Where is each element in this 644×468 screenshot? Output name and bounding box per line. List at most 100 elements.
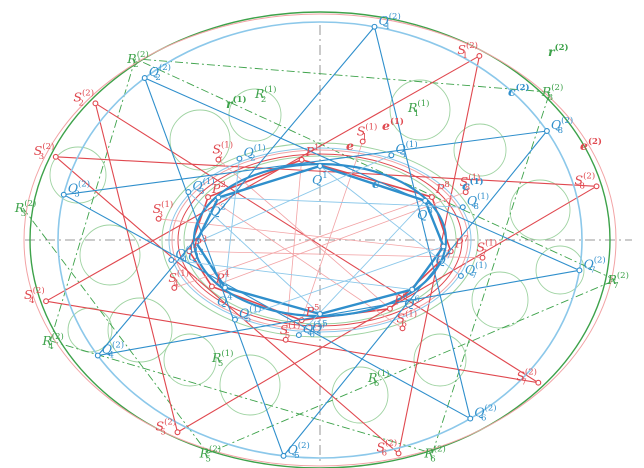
label-S2-3: S(2) 3 bbox=[34, 141, 55, 162]
point-S2-2 bbox=[92, 100, 99, 107]
outer-blue-ellipse-c2 bbox=[57, 21, 583, 459]
label-Q2-6: Q(2) 6 bbox=[474, 403, 496, 424]
green-circle-3 bbox=[107, 297, 173, 363]
point-Q2-1 bbox=[371, 23, 378, 30]
label-Q2-7: Q(2) 7 bbox=[583, 254, 605, 275]
label-Q7: Q7 bbox=[436, 251, 452, 267]
green-circle-6 bbox=[389, 79, 451, 141]
point-S1-2 bbox=[215, 156, 222, 163]
point-S2-3 bbox=[52, 153, 59, 160]
point-S1-8 bbox=[462, 189, 469, 196]
label-curve-r(2): r(2) bbox=[548, 42, 569, 59]
point-Q2-2 bbox=[141, 75, 148, 81]
point-Q2-8 bbox=[543, 128, 550, 134]
label-S1-4: S(1) 4 bbox=[168, 268, 189, 289]
point-Q1-1 bbox=[388, 152, 395, 159]
point-Q1-6 bbox=[295, 332, 302, 339]
S1-chord-4 bbox=[174, 196, 433, 289]
label-R2-4: R(2) 5 bbox=[199, 443, 221, 464]
S1-chord-1 bbox=[301, 141, 364, 321]
Q1-chord-8 bbox=[218, 197, 463, 208]
q2-star-edge-7 bbox=[144, 77, 580, 271]
outer-red-ellipse-e2 bbox=[23, 13, 617, 467]
Q1-chord-1 bbox=[195, 154, 392, 243]
label-Q2-8: Q(2) 8 bbox=[551, 115, 573, 136]
green-circle-10 bbox=[413, 333, 467, 387]
S1-chord-3 bbox=[158, 218, 451, 252]
point-S1-3 bbox=[155, 215, 162, 222]
point-Q2-7 bbox=[576, 267, 583, 274]
point-Q1-4 bbox=[168, 257, 175, 263]
point-S2-6 bbox=[395, 450, 402, 457]
outer-green-ellipse bbox=[29, 11, 611, 468]
green-circle-13 bbox=[163, 333, 217, 387]
q2-star-edge-5 bbox=[283, 130, 548, 457]
label-R1-2: R(1) 2 bbox=[254, 84, 276, 105]
point-Q1-3 bbox=[185, 189, 192, 195]
R2-dash-line-7 bbox=[135, 58, 550, 93]
point-S1-7 bbox=[479, 254, 486, 261]
point-Q2-3 bbox=[60, 191, 67, 198]
S1-chord-2 bbox=[218, 159, 391, 309]
label-R2-5: R(2) 6 bbox=[423, 443, 445, 464]
green-circle-15 bbox=[535, 245, 585, 295]
S2-star-edge-4 bbox=[45, 300, 539, 384]
green-circle-7 bbox=[453, 123, 507, 177]
label-S1-2: S(1) 2 bbox=[212, 140, 233, 161]
Q1-chord-5 bbox=[234, 246, 444, 321]
point-Q4 bbox=[222, 284, 228, 291]
label-Q2-3: Q(2) 3 bbox=[68, 179, 90, 200]
green-circle-12 bbox=[219, 354, 281, 416]
point-P8 bbox=[428, 194, 435, 201]
mid-red-ellipse bbox=[177, 153, 463, 327]
green-construction bbox=[22, 11, 616, 468]
label-S2-6: S(2) 6 bbox=[377, 437, 398, 458]
point-S2-4 bbox=[43, 298, 49, 305]
point-Q8 bbox=[422, 197, 429, 204]
label-R1-1: R(1) 1 bbox=[407, 98, 429, 119]
S2-star-edge-1 bbox=[45, 55, 480, 302]
point-S1-4 bbox=[171, 284, 178, 291]
S2-star-edge-7 bbox=[95, 102, 539, 384]
Q1-chord-7 bbox=[319, 165, 462, 277]
point-Q1-5 bbox=[232, 316, 238, 323]
label-Q1-1: Q(1) 1 bbox=[395, 139, 417, 160]
point-Q7 bbox=[440, 243, 447, 250]
label-curve-e(2): e(2) bbox=[580, 136, 602, 153]
Q1-chord-2 bbox=[224, 158, 240, 288]
point-P4 bbox=[208, 283, 215, 290]
Q1-chord-3 bbox=[188, 191, 321, 315]
green-circle-2 bbox=[79, 224, 141, 286]
green-circle-8 bbox=[509, 179, 571, 241]
q2-star-edge-4 bbox=[97, 269, 580, 357]
point-S2-8 bbox=[593, 183, 600, 190]
q2-star-edge-3 bbox=[63, 194, 471, 420]
label-Q2-4: Q(2) 4 bbox=[102, 340, 124, 361]
label-curve-c: c bbox=[372, 176, 380, 191]
point-S1-5 bbox=[282, 336, 289, 343]
label-P7: P7 bbox=[454, 234, 469, 250]
label-R2-2: R(2) 3 bbox=[14, 198, 36, 219]
point-P1 bbox=[298, 156, 305, 163]
R2-dash-line-2 bbox=[22, 207, 208, 454]
point-S1-6 bbox=[399, 325, 406, 332]
mid-red-ellipse-e1 bbox=[171, 149, 469, 331]
S2-star-edge-3 bbox=[55, 156, 399, 454]
R2-dash-line-3 bbox=[50, 340, 433, 454]
point-S1-1 bbox=[359, 138, 366, 145]
label-R1-3: R(1) 5 bbox=[211, 348, 233, 369]
point-Q2-5 bbox=[280, 452, 287, 459]
point-Q2-6 bbox=[467, 415, 474, 422]
blue-construction bbox=[57, 21, 583, 459]
Q1-chord-4 bbox=[171, 259, 413, 290]
R2-dash-line-4 bbox=[207, 279, 616, 454]
q2-star-edge-2 bbox=[144, 77, 285, 457]
label-R2-7: R(2) 8 bbox=[541, 82, 563, 103]
point-P3 bbox=[186, 248, 193, 255]
label-curve-r(1): r(1) bbox=[226, 94, 247, 111]
point-Q5 bbox=[317, 311, 323, 317]
label-curve-e(1): e(1) bbox=[382, 116, 404, 133]
label-S2-1: S(2) 1 bbox=[457, 40, 478, 61]
S1-chord-5 bbox=[285, 159, 303, 340]
